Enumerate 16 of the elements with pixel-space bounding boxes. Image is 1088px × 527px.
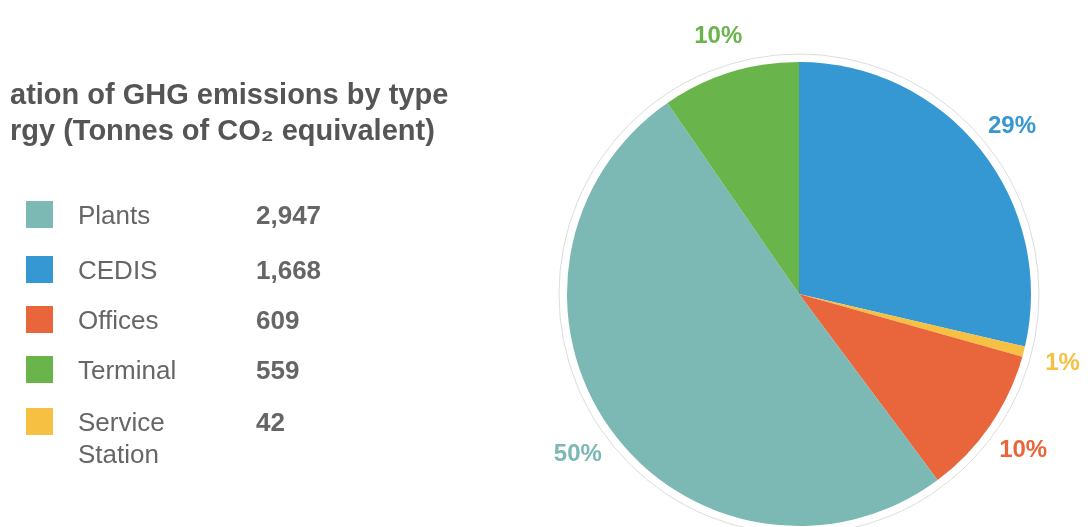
- legend-label: Plants: [78, 200, 151, 230]
- text: ation of GHG emissions by type rgy (Tonnes of CO₂ equivalent): [10, 78, 449, 146]
- data-label: 559: [256, 355, 300, 385]
- data-label: 1,668: [256, 255, 322, 285]
- data-label: 2,947: [256, 200, 322, 230]
- text: 10%: [999, 434, 1048, 462]
- text: 10%: [694, 20, 743, 48]
- data-label: 42: [256, 407, 285, 437]
- legend-label: Service Station: [78, 407, 165, 469]
- text: 29%: [987, 111, 1037, 139]
- legend-label: Offices: [78, 305, 159, 335]
- text: 50%: [553, 438, 602, 466]
- legend-label: CEDIS: [78, 255, 158, 285]
- data-label: 609: [256, 305, 300, 335]
- text: 1%: [1045, 348, 1080, 376]
- legend-label: Terminal: [78, 355, 177, 385]
